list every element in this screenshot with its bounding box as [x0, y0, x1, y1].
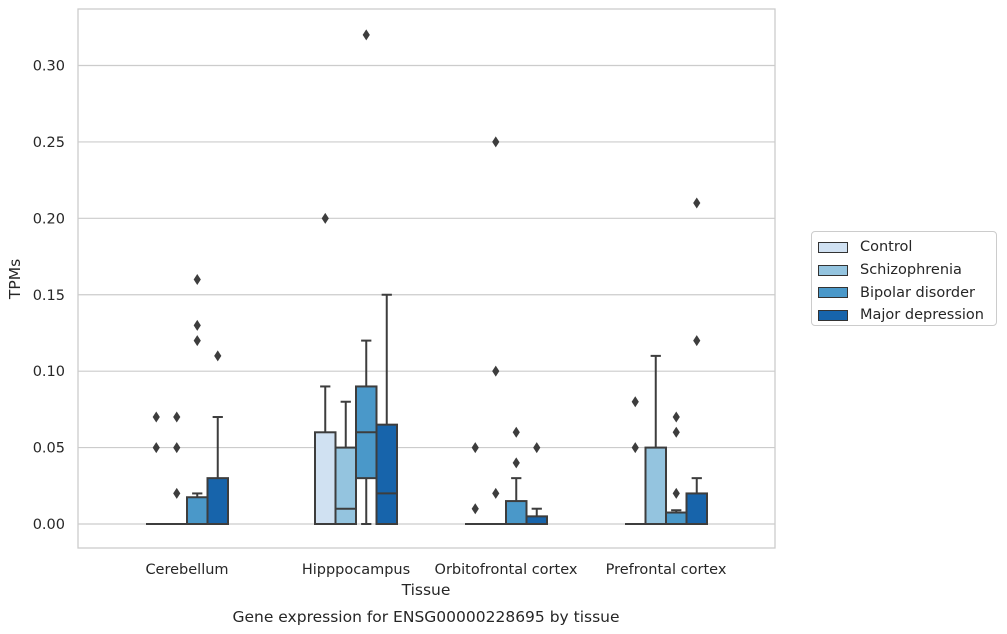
outlier-point	[471, 503, 479, 515]
outlier-point	[173, 411, 181, 423]
outlier-point	[471, 442, 479, 454]
y-tick-label: 0.20	[33, 211, 65, 227]
legend-swatch	[818, 241, 848, 253]
outlier-point	[193, 319, 201, 331]
outlier-point	[631, 442, 639, 454]
outlier-point	[173, 442, 181, 454]
outlier-point	[214, 350, 222, 362]
outlier-point	[512, 426, 520, 438]
x-tick-label: Hipppocampus	[302, 562, 410, 578]
x-tick-label: Orbitofrontal cortex	[435, 562, 578, 578]
y-tick-label: 0.10	[33, 364, 65, 380]
outlier-point	[512, 457, 520, 469]
legend-label: Major depression	[860, 307, 984, 324]
y-axis-label: TPMs	[6, 259, 24, 300]
outlier-point	[693, 335, 701, 347]
outlier-point	[492, 487, 500, 499]
y-tick-label: 0.05	[33, 441, 65, 457]
x-tick-label: Cerebellum	[145, 562, 228, 578]
y-tick-label: 0.15	[33, 288, 65, 304]
y-tick-label: 0.00	[33, 517, 65, 533]
box	[525, 515, 548, 526]
outlier-point	[492, 136, 500, 148]
y-tick-label: 0.30	[33, 59, 65, 75]
legend-label: Bipolar disorder	[860, 284, 975, 301]
legend-item: Bipolar disorder	[818, 281, 996, 304]
outlier-point	[672, 426, 680, 438]
box	[375, 423, 398, 525]
box	[314, 431, 337, 525]
legend-item: Schizophrenia	[818, 259, 996, 282]
outlier-point	[173, 487, 181, 499]
legend-swatch	[818, 264, 848, 276]
y-tick-label: 0.25	[33, 135, 65, 151]
legend-item: Control	[818, 236, 996, 259]
legend-swatch	[818, 309, 848, 321]
outlier-point	[193, 335, 201, 347]
box	[644, 446, 667, 526]
outlier-point	[362, 29, 370, 41]
outlier-point	[631, 396, 639, 408]
legend-item: Major depression	[818, 304, 996, 327]
y-axis: 0.00 0.05 0.10 0.15 0.20 0.25 0.30	[33, 59, 65, 534]
outlier-point	[152, 411, 160, 423]
outlier-point	[533, 442, 541, 454]
x-axis-label: Tissue	[401, 581, 451, 599]
grid-lines	[78, 64, 775, 525]
x-axis: Cerebellum Hipppocampus Orbitofrontal cort…	[145, 562, 726, 578]
box	[665, 511, 688, 525]
box	[685, 492, 708, 525]
chart-title: Gene expression for ENSG00000228695 by t…	[232, 608, 619, 626]
outlier-point	[672, 411, 680, 423]
legend-swatch	[818, 287, 848, 299]
box	[206, 477, 229, 525]
box-plot-area	[146, 29, 708, 526]
plot-frame	[77, 8, 776, 549]
outlier-point	[693, 197, 701, 209]
legend: Control Schizophrenia Bipolar disorder Majo…	[811, 231, 997, 326]
x-tick-label: Prefrontal cortex	[606, 562, 727, 578]
box	[505, 500, 528, 526]
outlier-point	[492, 365, 500, 377]
legend-label: Control	[860, 239, 913, 256]
box	[186, 496, 209, 526]
outlier-point	[193, 273, 201, 285]
legend-label: Schizophrenia	[860, 262, 962, 279]
box	[334, 446, 357, 526]
outlier-point	[321, 212, 329, 224]
outlier-point	[152, 442, 160, 454]
outlier-point	[672, 487, 680, 499]
